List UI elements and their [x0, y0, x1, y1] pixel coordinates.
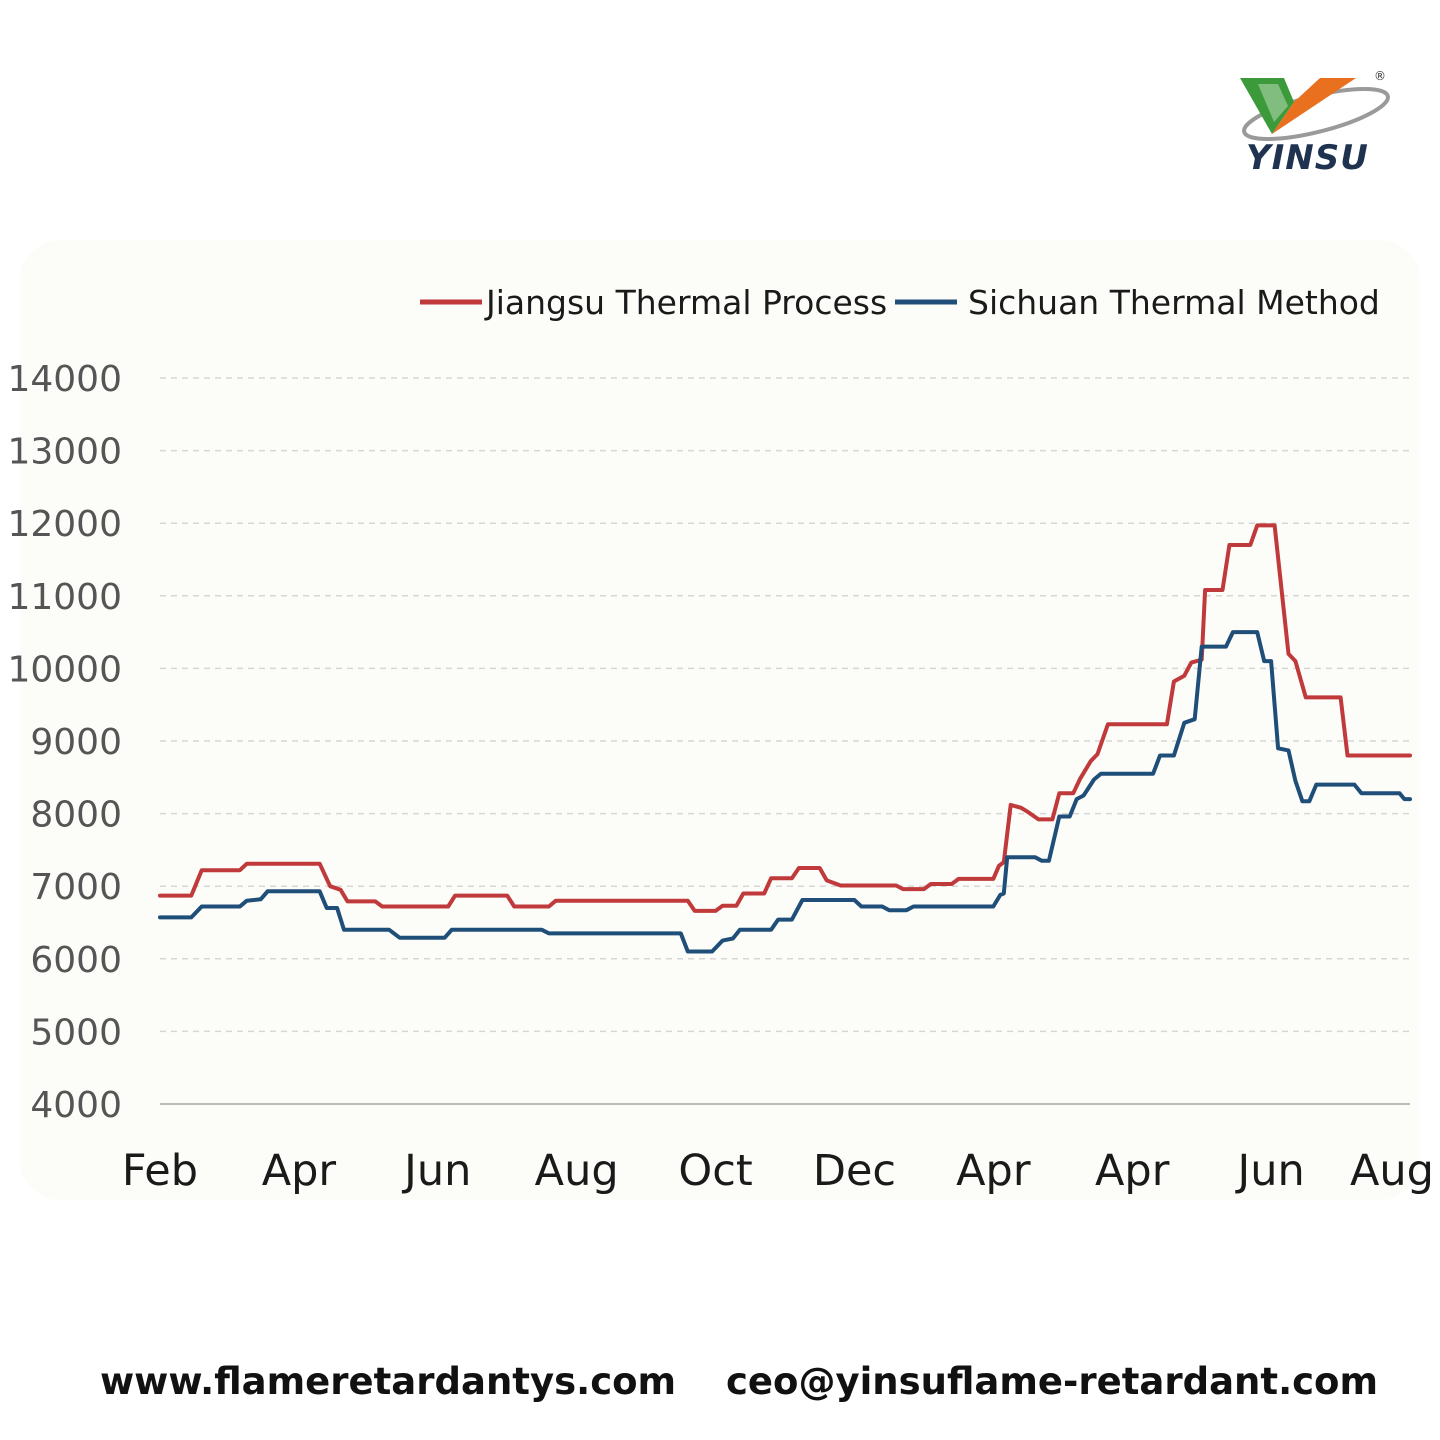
grid-lines [160, 377, 1410, 1105]
y-tick-label: 7000 [30, 867, 122, 908]
footer-website[interactable]: www.flameretardantys.com [100, 1360, 677, 1403]
x-tick-label: Jun [401, 1146, 471, 1196]
x-tick-label: Apr [956, 1146, 1031, 1196]
y-tick-label: 9000 [30, 722, 122, 763]
series-line-sichuan [158, 630, 1412, 954]
y-tick-label: 8000 [30, 795, 122, 836]
y-tick-label: 6000 [30, 940, 122, 981]
x-axis-ticks: Feb Apr Jun Aug Oct Dec Apr Apr Jun Aug [122, 1146, 1434, 1196]
y-tick-label: 11000 [7, 577, 122, 618]
yinsu-logo: ® [1240, 69, 1390, 142]
legend-label: Jiangsu Thermal Process [484, 283, 887, 322]
y-tick-label: 10000 [7, 649, 122, 690]
x-tick-label: Jun [1235, 1146, 1305, 1196]
brand-name: YINSU [1246, 138, 1369, 178]
registered-mark: ® [1374, 69, 1386, 83]
x-tick-label: Oct [678, 1146, 752, 1196]
series-lines [158, 523, 1412, 954]
series-line-jiangsu [158, 523, 1412, 913]
legend-label: Sichuan Thermal Method [968, 283, 1380, 322]
x-tick-label: Aug [535, 1146, 619, 1196]
y-tick-label: 12000 [7, 504, 122, 545]
y-tick-label: 13000 [7, 432, 122, 473]
x-tick-label: Apr [262, 1146, 337, 1196]
x-tick-label: Feb [122, 1146, 198, 1196]
y-tick-label: 5000 [30, 1012, 122, 1053]
footer-email[interactable]: ceo@yinsuflame-retardant.com [726, 1360, 1379, 1403]
x-tick-label: Apr [1095, 1146, 1170, 1196]
y-tick-label: 4000 [30, 1085, 122, 1126]
y-axis-ticks: 4000 5000 6000 7000 8000 9000 10000 11000 12000 1… [7, 359, 122, 1126]
x-tick-label: Aug [1350, 1146, 1434, 1196]
x-tick-label: Dec [813, 1146, 896, 1196]
y-tick-label: 14000 [7, 359, 122, 400]
legend: Jiangsu Thermal Process Sichuan Thermal M… [420, 283, 1380, 322]
